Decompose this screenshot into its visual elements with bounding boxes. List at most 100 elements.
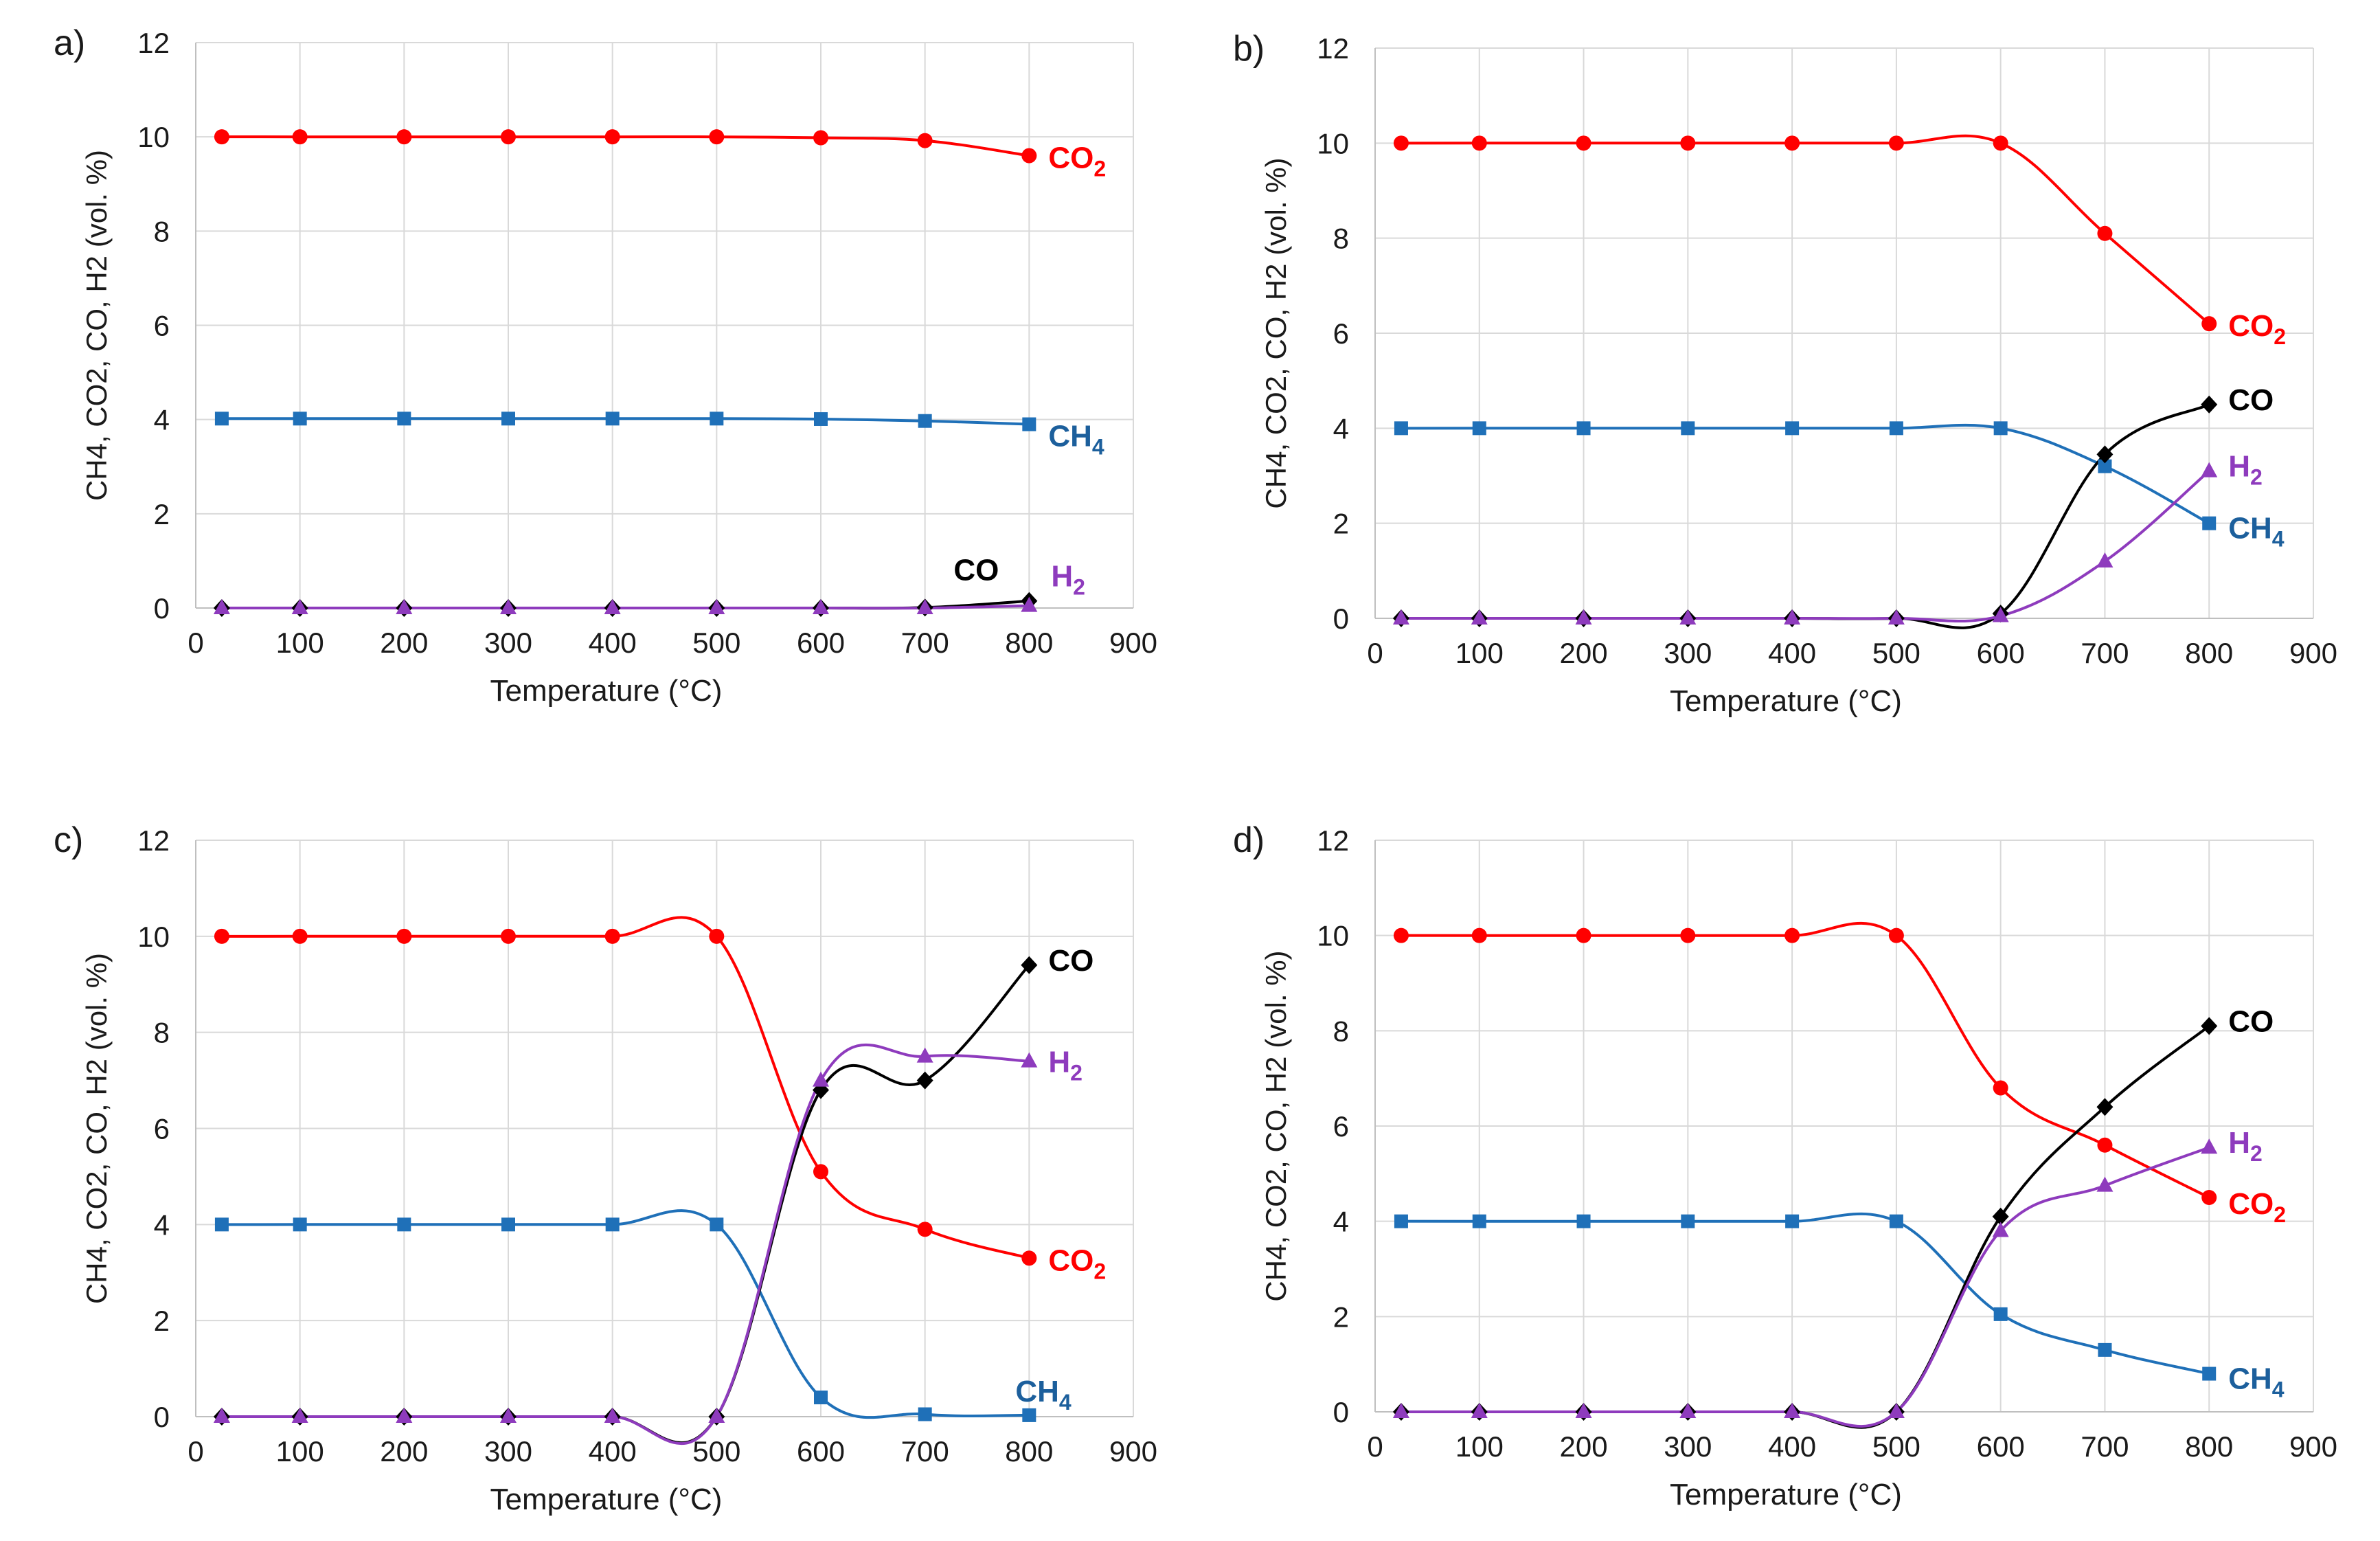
data-point-ch4 xyxy=(2202,1366,2217,1381)
data-point-ch4 xyxy=(1785,421,1800,436)
data-point-co2 xyxy=(1021,1250,1037,1266)
data-point-h2 xyxy=(396,1408,413,1423)
x-tick-label: 600 xyxy=(797,627,845,659)
series-label-h2: H2 xyxy=(1051,560,1085,600)
x-tick-label: 600 xyxy=(1977,1430,2025,1463)
series-label-co: CO xyxy=(953,554,999,587)
data-point-co2 xyxy=(813,1164,828,1180)
y-tick-label: 4 xyxy=(154,404,170,436)
data-point-h2 xyxy=(213,1408,230,1423)
y-tick-label: 2 xyxy=(1333,1301,1349,1333)
data-point-co xyxy=(1021,956,1038,974)
y-tick-label: 8 xyxy=(1333,1015,1349,1047)
x-tick-label: 500 xyxy=(692,627,740,659)
series-label-co2: CO2 xyxy=(2228,1187,2286,1227)
y-tick-label: 10 xyxy=(137,121,170,153)
x-tick-label: 400 xyxy=(589,627,637,659)
series-line-co2 xyxy=(221,135,1030,157)
series-line-h2 xyxy=(221,604,1030,610)
data-point-h2 xyxy=(1021,1052,1038,1068)
data-point-h2 xyxy=(2201,1138,2218,1154)
y-tick-label: 12 xyxy=(137,27,170,59)
series-label-co2: CO2 xyxy=(2228,309,2286,349)
data-point-co2 xyxy=(917,1222,933,1237)
data-point-h2 xyxy=(291,599,308,614)
x-axis-title: Temperature (°C) xyxy=(1670,684,1902,718)
series-label-h2: H2 xyxy=(2228,450,2263,490)
data-point-co2 xyxy=(396,129,412,145)
series-markers-co2 xyxy=(214,928,1037,1266)
series-label-ch4: CH4 xyxy=(2228,512,2285,552)
y-tick-label: 0 xyxy=(154,1401,170,1433)
series-markers-ch4 xyxy=(214,412,1036,431)
data-point-co2 xyxy=(604,129,620,145)
data-point-co2 xyxy=(1888,135,1904,151)
data-point-co xyxy=(2096,445,2113,464)
chart-panel-b: 0 2 4 6 8 10 12 0 100 200 300 400 500 600 700 800 900 Tem… xyxy=(1233,29,2337,718)
panel-label: a) xyxy=(54,23,85,63)
y-tick-label: 6 xyxy=(154,1113,170,1145)
data-point-h2 xyxy=(1784,1403,1801,1418)
data-point-ch4 xyxy=(710,412,724,426)
data-point-h2 xyxy=(916,599,933,614)
data-point-co2 xyxy=(2201,316,2217,332)
y-tick-label: 12 xyxy=(1317,32,1349,65)
data-point-h2 xyxy=(1679,609,1697,625)
data-point-ch4 xyxy=(214,412,229,426)
series-markers-co xyxy=(213,956,1038,1426)
panel-label: b) xyxy=(1233,29,1265,69)
x-axis-title: Temperature (°C) xyxy=(490,1483,723,1516)
x-tick-label: 300 xyxy=(484,627,532,659)
series-markers-ch4 xyxy=(1394,421,2217,530)
series-line-co2 xyxy=(1401,921,2210,1199)
data-point-h2 xyxy=(1575,1403,1592,1418)
data-point-h2 xyxy=(708,1408,725,1423)
data-point-co2 xyxy=(813,130,828,146)
x-tick-label: 0 xyxy=(1367,1430,1383,1463)
panel-label: d) xyxy=(1233,820,1265,860)
series-line-h2 xyxy=(221,1043,1030,1446)
data-point-co2 xyxy=(1680,135,1696,151)
series-label-co2: CO2 xyxy=(1048,1244,1106,1283)
data-point-co2 xyxy=(709,129,725,145)
x-tick-label: 900 xyxy=(1109,627,1157,659)
x-tick-label: 900 xyxy=(2289,637,2337,669)
series-label-ch4: CH4 xyxy=(1048,420,1104,460)
x-tick-label: 700 xyxy=(2081,1430,2129,1463)
data-point-co2 xyxy=(214,928,229,944)
data-point-h2 xyxy=(1888,609,1905,625)
y-tick-label: 0 xyxy=(1333,603,1349,635)
x-tick-label: 700 xyxy=(901,627,949,659)
x-tick-label: 300 xyxy=(484,1435,532,1467)
data-point-h2 xyxy=(213,599,230,614)
data-point-ch4 xyxy=(1394,421,1408,436)
data-point-ch4 xyxy=(1785,1214,1800,1228)
data-point-co2 xyxy=(1888,927,1904,943)
y-tick-label: 12 xyxy=(137,824,170,857)
data-point-h2 xyxy=(396,599,413,614)
x-axis-title: Temperature (°C) xyxy=(1670,1478,1902,1511)
y-tick-label: 8 xyxy=(154,1017,170,1049)
data-point-ch4 xyxy=(1472,421,1486,436)
series-label-h2: H2 xyxy=(2228,1126,2263,1166)
data-point-co2 xyxy=(1393,927,1409,943)
data-point-ch4 xyxy=(814,1391,828,1405)
series-markers-co xyxy=(213,592,1038,617)
series-markers-co xyxy=(1392,395,2218,627)
series-label-h2: H2 xyxy=(1048,1046,1083,1086)
data-point-co2 xyxy=(2097,225,2113,241)
series-markers-h2 xyxy=(1392,1138,2218,1418)
y-tick-label: 2 xyxy=(154,498,170,530)
data-point-h2 xyxy=(1471,1403,1488,1418)
data-point-ch4 xyxy=(397,1217,411,1232)
x-tick-label: 200 xyxy=(380,1435,428,1467)
x-tick-label: 0 xyxy=(1367,637,1383,669)
series-line-ch4 xyxy=(221,417,1030,426)
data-point-co2 xyxy=(1021,148,1037,164)
y-tick-label: 4 xyxy=(1333,1206,1349,1238)
x-tick-label: 200 xyxy=(1560,637,1608,669)
data-point-co2 xyxy=(1393,135,1409,151)
x-tick-label: 100 xyxy=(1455,1430,1504,1463)
chart-panel-d: 0 2 4 6 8 10 12 0 100 200 300 400 500 600 700 800 900 Tem… xyxy=(1233,820,2337,1511)
